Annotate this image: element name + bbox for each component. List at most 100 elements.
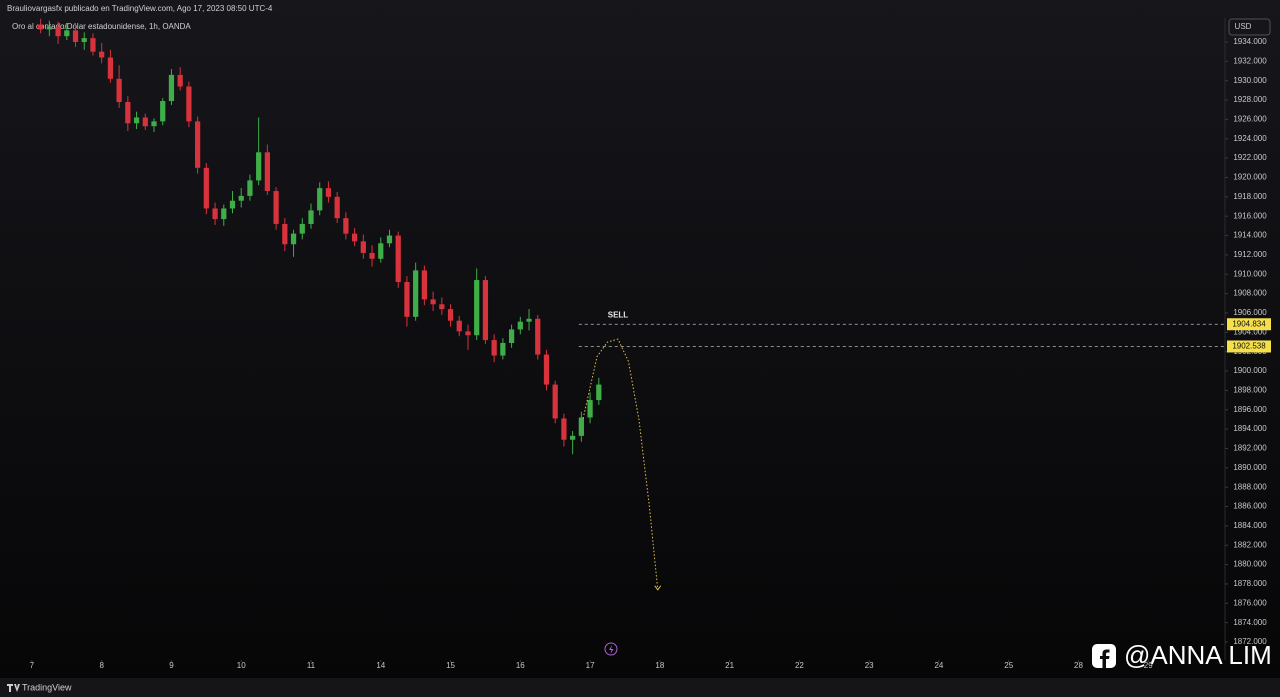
y-tick-label: 1882.000 — [1233, 540, 1267, 549]
candle-body — [264, 152, 271, 192]
candle-body — [535, 318, 541, 355]
candle-body — [526, 318, 532, 322]
y-tick-label: 1930.000 — [1233, 76, 1267, 85]
candle-body — [177, 74, 183, 87]
candle-body — [334, 196, 340, 219]
x-tick-label: 10 — [237, 661, 246, 670]
candle-body — [99, 51, 105, 58]
candle-body — [482, 280, 489, 341]
candle-body — [229, 200, 236, 209]
candle-body — [125, 102, 131, 124]
x-tick-label: 21 — [725, 661, 734, 670]
candle-body — [90, 38, 96, 52]
y-tick-label: 1900.000 — [1233, 366, 1267, 375]
candle-body — [247, 180, 253, 196]
footer-bar — [0, 678, 1280, 697]
x-tick-label: 16 — [516, 661, 525, 670]
x-tick-label: 14 — [376, 661, 385, 670]
y-tick-label: 1912.000 — [1233, 250, 1267, 259]
y-tick-label: 1910.000 — [1233, 269, 1267, 278]
candle-body — [360, 241, 366, 253]
candle-body — [142, 117, 148, 127]
y-tick-label: 1922.000 — [1233, 153, 1267, 162]
projection-path — [582, 338, 659, 590]
candle-body — [203, 167, 209, 209]
x-tick-label: 24 — [934, 661, 943, 670]
y-tick-label: 1874.000 — [1233, 618, 1267, 627]
currency-box[interactable] — [1228, 18, 1271, 36]
currency[interactable]: USD — [1235, 22, 1252, 31]
x-tick-label: 25 — [1004, 661, 1013, 670]
y-tick-label: 1878.000 — [1233, 579, 1267, 588]
facebook-glyph — [1100, 649, 1110, 668]
symbol-line: Oro al contado/Dólar estadounidense, 1h,… — [12, 22, 191, 31]
candle-body — [72, 30, 79, 42]
y-tick-label: 1892.000 — [1233, 444, 1267, 453]
x-tick-label: 18 — [655, 661, 664, 670]
y-tick-label: 1886.000 — [1233, 502, 1267, 511]
candle-body — [299, 223, 305, 234]
candle-body — [386, 235, 393, 244]
y-tick-label: 1884.000 — [1233, 521, 1267, 530]
y-tick-label: 1898.000 — [1233, 385, 1267, 394]
candle-body — [474, 280, 480, 336]
candle-body — [343, 218, 349, 234]
candle-body — [587, 400, 593, 418]
event-glyph — [609, 645, 614, 654]
y-tick-label: 1894.000 — [1233, 424, 1267, 433]
x-tick-label: 17 — [586, 661, 595, 670]
candle-body — [133, 117, 140, 124]
candle-body — [500, 342, 506, 356]
x-tick-label: 8 — [99, 661, 104, 670]
candle-body — [351, 233, 358, 242]
candle-body — [273, 191, 279, 224]
candle-body — [430, 299, 436, 305]
candle-body — [81, 38, 87, 42]
event-icon[interactable] — [604, 642, 618, 656]
candle-body — [508, 329, 515, 343]
candle-body — [578, 417, 584, 436]
level-label: 1904.834 — [1232, 319, 1266, 328]
candle-body — [290, 233, 297, 245]
candle-body — [238, 195, 244, 201]
candle-body — [570, 435, 576, 440]
level-label: 1902.538 — [1232, 342, 1266, 351]
candle-body — [325, 188, 332, 197]
y-tick-label: 1928.000 — [1233, 95, 1267, 104]
x-tick-label: 9 — [169, 661, 174, 670]
x-tick-label: 23 — [865, 661, 874, 670]
y-tick-label: 1920.000 — [1233, 173, 1267, 182]
candle-body — [151, 121, 157, 127]
candle-body — [168, 74, 175, 102]
y-tick-label: 1932.000 — [1233, 56, 1267, 65]
y-tick-label: 1888.000 — [1233, 482, 1267, 491]
y-tick-label: 1918.000 — [1233, 192, 1267, 201]
candle-body — [439, 304, 445, 310]
candle-body — [421, 270, 427, 300]
y-tick-label: 1872.000 — [1233, 637, 1267, 646]
candle-body — [456, 320, 462, 332]
y-tick-label: 1876.000 — [1233, 598, 1267, 607]
y-tick-label: 1916.000 — [1233, 211, 1267, 220]
x-tick-label: 15 — [446, 661, 455, 670]
author-line: Brauliovargasfx publicado en TradingView… — [7, 4, 273, 13]
candle-body — [596, 384, 602, 401]
y-tick-label: 1934.000 — [1233, 37, 1267, 46]
x-tick-label: 28 — [1074, 661, 1083, 670]
annotation: SELL — [608, 310, 629, 319]
candle-body — [116, 78, 122, 102]
candle-body — [282, 223, 288, 245]
y-tick-label: 1896.000 — [1233, 405, 1267, 414]
candle-body — [64, 30, 70, 37]
candle-body — [107, 57, 114, 79]
footer-brand: TradingView — [22, 682, 72, 692]
candle-body — [543, 354, 550, 385]
candle-body — [552, 384, 558, 419]
candle-body — [517, 321, 523, 330]
level-label-box — [1227, 318, 1271, 331]
candle-body — [447, 309, 454, 321]
candle-body — [194, 121, 201, 168]
level-label-box — [1227, 340, 1271, 353]
projection-arrow — [654, 585, 662, 591]
